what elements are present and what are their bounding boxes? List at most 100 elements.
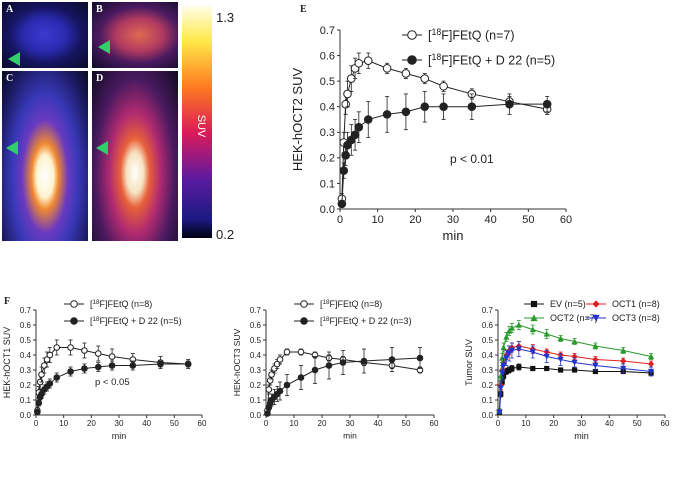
legend-label: [18F]FEtQ (n=8) [320, 299, 382, 309]
arrow-marker-icon [8, 52, 20, 66]
data-point [108, 353, 116, 360]
data-point [516, 364, 522, 370]
y-tick-label: 0.4 [482, 351, 494, 360]
data-point [500, 362, 507, 369]
x-tick-label: 50 [170, 419, 179, 428]
pet-image-a: A [2, 2, 88, 68]
data-point [508, 324, 516, 331]
y-tick-label: 0.4 [250, 351, 262, 360]
legend-marker [592, 314, 600, 322]
pet-image-c: C [2, 71, 88, 241]
data-point [81, 347, 88, 354]
y-tick-label: 0.2 [482, 381, 494, 390]
data-point [363, 115, 373, 124]
x-axis-label: min [343, 431, 357, 441]
data-point [544, 365, 550, 372]
data-point [94, 350, 102, 357]
legend-marker [70, 317, 78, 325]
y-tick-label: 0.6 [482, 321, 494, 330]
chart-e-oct2: 0.0 0.1 0.2 0.3 0.4 0.5 0.6 0.7 0 10 20 30 40 50 60 min… [290, 25, 572, 243]
data-point [529, 326, 536, 333]
series-3 [496, 341, 655, 416]
data-point [81, 365, 88, 372]
data-point [508, 347, 516, 354]
legend-item: [18F]FEtQ + D 22 (n=3) [294, 316, 412, 326]
legend-item: [18F]FEtQ + D 22 (n=5) [64, 316, 182, 326]
x-axis-label: min [443, 228, 464, 243]
y-tick-label: 0.1 [482, 396, 494, 405]
x-tick-label: 60 [560, 214, 572, 226]
x-tick-label: 40 [142, 419, 151, 428]
y-tick-label: 0.5 [320, 76, 335, 88]
data-point [350, 130, 360, 140]
pet-image-d: D [92, 71, 178, 241]
y-tick-label: 0.3 [320, 127, 335, 139]
data-point [339, 359, 347, 366]
legend-label: OCT1 (n=8) [612, 299, 660, 309]
data-point [94, 363, 102, 371]
data-point [343, 89, 352, 99]
data-point [542, 99, 552, 109]
legend-item: OCT2 (n=7) [524, 313, 598, 323]
legend-label: [18F]FEtQ (n=7) [428, 27, 515, 42]
data-point [571, 359, 578, 366]
data-point [500, 344, 507, 351]
x-tick-label: 30 [346, 419, 355, 428]
data-point [283, 348, 291, 356]
data-point [439, 81, 448, 91]
data-point [529, 349, 536, 356]
y-tick-label: 0.0 [320, 204, 335, 216]
chart-f-oct3: 0.0 0.1 0.2 0.3 0.4 0.5 0.6 0.7 0 10 20 30 40 50 60 min… [232, 299, 439, 441]
data-point [297, 348, 305, 356]
y-tick-label: 0.6 [250, 321, 262, 330]
data-point [571, 338, 578, 345]
y-tick-label: 0.7 [482, 306, 494, 315]
data-point [416, 354, 424, 362]
data-point [496, 409, 503, 416]
data-point [354, 122, 364, 132]
x-tick-label: 30 [447, 214, 459, 226]
legend-label: [18F]FEtQ + D 22 (n=5) [428, 52, 555, 67]
y-tick-label: 0.6 [20, 321, 32, 330]
x-tick-label: 30 [577, 419, 586, 428]
data-point [515, 321, 522, 328]
legend-item: EV (n=5) [524, 299, 586, 309]
y-tick-label: 0.2 [320, 153, 335, 165]
colorbar: SUV [182, 6, 212, 238]
data-point [558, 367, 564, 373]
x-axis-label: min [574, 431, 589, 441]
x-tick-label: 30 [115, 419, 124, 428]
data-point [592, 362, 599, 369]
data-point [382, 64, 392, 73]
data-point [503, 368, 509, 375]
data-point [363, 56, 373, 65]
data-point [34, 408, 41, 416]
y-tick-label: 0.0 [250, 411, 262, 420]
legend-label: OCT2 (n=7) [550, 313, 598, 323]
data-point [571, 367, 578, 373]
colorbar-title: SUV [195, 115, 207, 138]
chart-f-tumor: 0.0 0.1 0.2 0.3 0.4 0.5 0.6 0.7 0 10 20 30 40 50 60 min… [464, 299, 670, 441]
series-line [36, 363, 189, 413]
legend-item: [18F]FEtQ (n=7) [402, 27, 515, 42]
p-value-annotation: p < 0.05 [95, 377, 130, 388]
legend-item: OCT1 (n=8) [586, 299, 660, 309]
data-point [505, 99, 514, 109]
data-point [360, 357, 368, 365]
x-tick-label: 0 [496, 419, 501, 428]
legend-item: [18F]FEtQ (n=8) [294, 299, 382, 309]
x-tick-label: 50 [522, 214, 534, 226]
arrow-marker-icon [6, 141, 18, 155]
data-point [592, 342, 599, 349]
data-point [620, 365, 627, 372]
x-tick-label: 40 [374, 419, 383, 428]
data-point [108, 362, 116, 369]
data-point [35, 399, 43, 407]
panel-label-b: B [96, 4, 103, 15]
legend-marker [407, 30, 417, 40]
y-tick-label: 0.7 [20, 306, 32, 315]
y-tick-label: 0.3 [482, 366, 494, 375]
x-tick-label: 50 [633, 419, 642, 428]
data-point [265, 386, 273, 393]
x-tick-label: 10 [372, 214, 384, 226]
